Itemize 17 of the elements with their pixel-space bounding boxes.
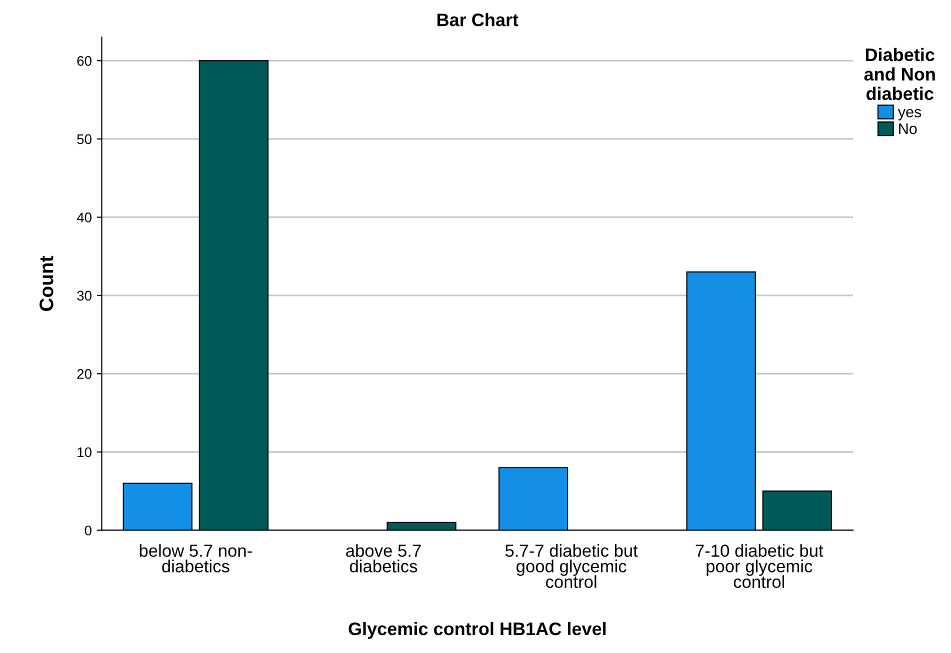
y-tick-label: 40: [76, 212, 92, 222]
chart-title: Bar Chart: [437, 13, 518, 26]
x-tick-label: 7-10 diabetic but poor glycemic control: [696, 544, 824, 588]
y-tick-label: 0: [84, 526, 92, 536]
x-axis-title: Glycemic control HB1AC level: [348, 622, 606, 639]
y-axis-title: Count: [40, 256, 54, 311]
y-tick-label: 60: [77, 56, 92, 66]
legend-label: yes: [898, 109, 922, 120]
x-tick-label: above 5.7 diabetics: [346, 544, 421, 572]
y-tick-label: 50: [77, 134, 92, 144]
y-tick-label: 30: [77, 290, 92, 301]
x-tick-label: 5.7-7 diabetic but good glycemic control: [505, 544, 638, 588]
y-tick-label: 10: [78, 447, 92, 458]
legend-title: Diabetic and Non diabetic: [864, 48, 935, 100]
y-tick-label: 20: [77, 369, 92, 379]
x-tick-label: below 5.7 non- diabetics: [140, 544, 252, 572]
legend-label: No: [899, 123, 917, 134]
